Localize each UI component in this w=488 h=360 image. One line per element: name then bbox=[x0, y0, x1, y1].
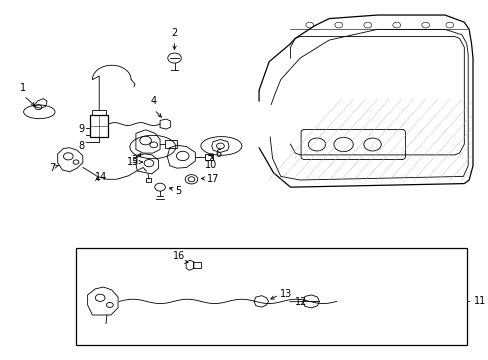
Text: 7: 7 bbox=[49, 163, 55, 173]
Text: 2: 2 bbox=[171, 28, 177, 39]
Text: 9: 9 bbox=[78, 125, 84, 134]
Bar bbox=[75, 248, 466, 345]
Bar bbox=[204, 154, 212, 159]
Text: 17: 17 bbox=[206, 174, 219, 184]
Text: 8: 8 bbox=[78, 141, 84, 151]
Text: 16: 16 bbox=[173, 251, 185, 261]
Text: 5: 5 bbox=[175, 186, 182, 197]
Bar bbox=[192, 262, 200, 268]
Bar bbox=[92, 111, 106, 116]
Text: 13: 13 bbox=[280, 289, 292, 299]
Text: 3: 3 bbox=[131, 155, 137, 165]
Text: 12: 12 bbox=[294, 297, 306, 307]
Text: 6: 6 bbox=[215, 149, 221, 159]
Bar bbox=[164, 140, 177, 148]
Bar bbox=[145, 178, 151, 182]
Text: 11: 11 bbox=[473, 296, 485, 306]
Text: 15: 15 bbox=[127, 157, 140, 167]
Text: 14: 14 bbox=[95, 172, 107, 182]
Bar bbox=[90, 116, 108, 137]
Text: 1: 1 bbox=[20, 83, 26, 93]
Text: 10: 10 bbox=[204, 160, 217, 170]
Text: 4: 4 bbox=[150, 96, 156, 106]
